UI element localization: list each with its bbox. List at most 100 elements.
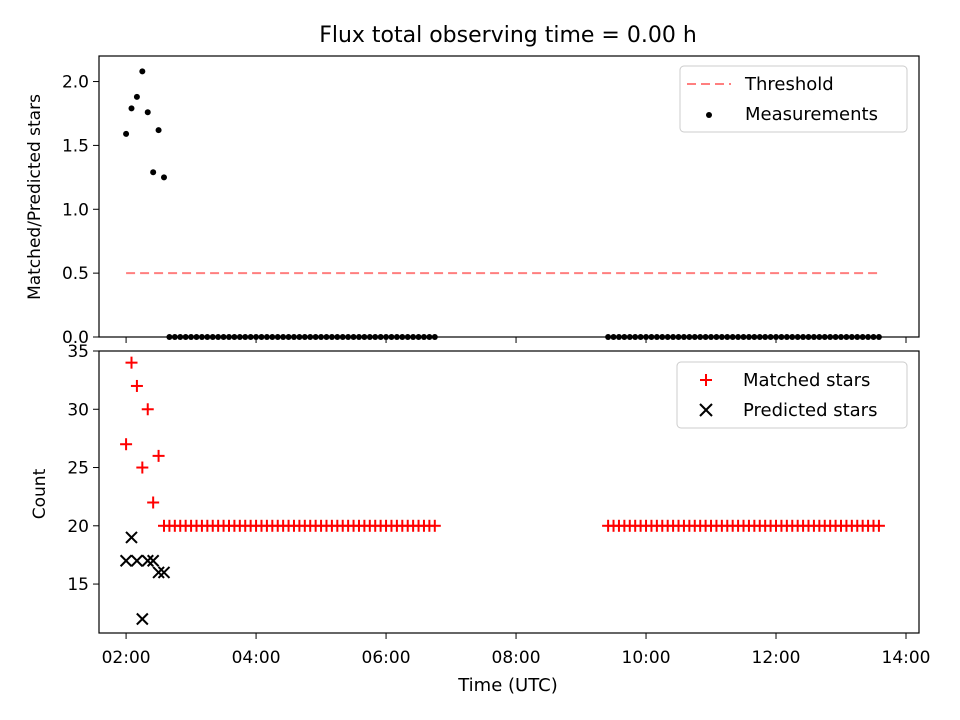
- measurement-point: [144, 109, 151, 116]
- measurement-point: [697, 334, 704, 340]
- measurement-point: [236, 334, 243, 340]
- measurement-point: [653, 334, 660, 340]
- x-tick-label: 12:00: [752, 648, 801, 668]
- measurement-point: [198, 334, 205, 340]
- measurement-point: [188, 334, 195, 340]
- measurement-point: [773, 334, 780, 340]
- measurement-point: [318, 334, 325, 340]
- measurement-point: [334, 334, 341, 340]
- matched-star-point: [428, 519, 441, 532]
- measurement-point: [832, 334, 839, 340]
- measurement-point: [280, 334, 287, 340]
- measurement-point: [875, 334, 882, 340]
- measurement-point: [301, 334, 308, 340]
- y-tick-label: 0.5: [62, 264, 89, 284]
- measurement-point: [193, 334, 200, 340]
- measurement-point: [659, 334, 666, 340]
- measurement-point: [139, 68, 146, 75]
- matched-star-point: [152, 449, 165, 462]
- measurement-point: [718, 334, 725, 340]
- measurement-point: [177, 334, 184, 340]
- measurement-point: [794, 334, 801, 340]
- measurement-point: [810, 334, 817, 340]
- legend-predicted-swatch: [699, 403, 713, 417]
- measurement-point: [643, 334, 650, 340]
- bottom-panel: 15 20 25 30 35 02:00 04:00 06:00 08:00 10:00 12:0…: [30, 342, 931, 668]
- measurement-point: [800, 334, 807, 340]
- measurement-point: [783, 334, 790, 340]
- measurement-point: [361, 334, 368, 340]
- measurement-point: [740, 334, 747, 340]
- measurement-point: [415, 334, 422, 340]
- measurement-point: [686, 334, 693, 340]
- measurement-point: [745, 334, 752, 340]
- measurement-point: [393, 334, 400, 340]
- y-tick-label: 20: [67, 517, 89, 537]
- chart-title: Flux total observing time = 0.00 h: [319, 23, 697, 48]
- y-tick-label: 1.5: [62, 136, 89, 156]
- x-tick-label: 02:00: [102, 648, 151, 668]
- x-tick-label: 04:00: [232, 648, 281, 668]
- measurement-point: [404, 334, 411, 340]
- measurement-point: [632, 334, 639, 340]
- y-tick-label: 1.0: [62, 200, 89, 220]
- matched-star-point: [872, 519, 885, 532]
- y-tick-label: 30: [67, 400, 89, 420]
- measurement-point: [339, 334, 346, 340]
- y-tick-label: 15: [67, 575, 89, 595]
- measurement-point: [610, 334, 617, 340]
- measurement-point: [355, 334, 362, 340]
- y-tick-label: 0.0: [62, 328, 89, 348]
- measurement-point: [204, 334, 211, 340]
- measurement-point: [328, 334, 335, 340]
- measurement-point: [253, 334, 260, 340]
- measurement-point: [274, 334, 281, 340]
- bottom-x-ticks: 02:00 04:00 06:00 08:00 10:00 12:00 14:00: [102, 633, 931, 668]
- measurement-point: [702, 334, 709, 340]
- measurement-point: [615, 334, 622, 340]
- measurement-point: [350, 334, 357, 340]
- measurement-point: [399, 334, 406, 340]
- measurement-point: [166, 334, 173, 340]
- top-y-ticks: 0.0 0.5 1.0 1.5 2.0: [62, 73, 99, 348]
- measurement-point: [838, 334, 845, 340]
- measurement-point: [626, 334, 633, 340]
- measurement-point: [865, 334, 872, 340]
- legend-matched-label: Matched stars: [743, 370, 870, 391]
- legend-predicted-label: Predicted stars: [743, 400, 877, 421]
- measurement-point: [133, 93, 140, 100]
- measurement-point: [756, 334, 763, 340]
- measurement-point: [225, 334, 232, 340]
- measurement-point: [128, 105, 135, 112]
- matched-star-point: [147, 496, 160, 509]
- measurement-point: [789, 334, 796, 340]
- measurement-point: [410, 334, 417, 340]
- bottom-plot-area: [119, 356, 885, 626]
- measurement-point: [729, 334, 736, 340]
- measurement-point: [285, 334, 292, 340]
- predicted-star-point: [152, 566, 165, 579]
- measurement-point: [366, 334, 373, 340]
- measurement-point: [821, 334, 828, 340]
- measurement-point: [307, 334, 314, 340]
- measurement-point: [182, 334, 189, 340]
- predicted-star-point: [136, 612, 149, 626]
- measurement-point: [751, 334, 758, 340]
- measurement-point: [848, 334, 855, 340]
- x-tick-label: 06:00: [362, 648, 411, 668]
- measurement-point: [708, 334, 715, 340]
- measurement-point: [269, 334, 276, 340]
- top-panel: 0.00.51.01.52.0 Matched/Predicted stars …: [25, 55, 920, 348]
- predicted-star-point: [119, 554, 133, 567]
- measurement-point: [778, 334, 785, 340]
- measurement-point: [312, 334, 319, 340]
- measurement-point: [258, 334, 265, 340]
- predicted-star-point: [157, 566, 171, 579]
- measurement-point: [827, 334, 834, 340]
- measurement-point: [150, 169, 157, 176]
- measurement-point: [691, 334, 698, 340]
- matched-star-point: [136, 461, 149, 474]
- matched-star-point: [141, 403, 154, 416]
- bottom-y-ticks: 15 20 25 30 35: [67, 342, 99, 595]
